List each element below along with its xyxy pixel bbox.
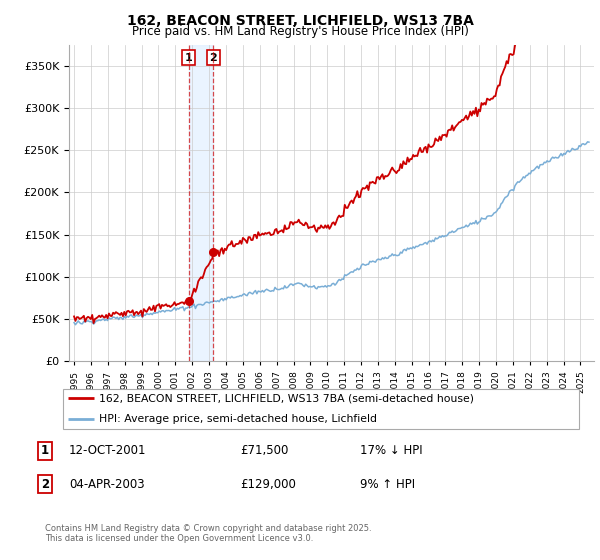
Text: 2: 2 xyxy=(41,478,49,491)
Text: 2: 2 xyxy=(209,53,217,63)
Text: 1: 1 xyxy=(41,444,49,458)
Text: 9% ↑ HPI: 9% ↑ HPI xyxy=(360,478,415,491)
Text: Price paid vs. HM Land Registry's House Price Index (HPI): Price paid vs. HM Land Registry's House … xyxy=(131,25,469,38)
Text: 12-OCT-2001: 12-OCT-2001 xyxy=(69,444,146,458)
Text: 04-APR-2003: 04-APR-2003 xyxy=(69,478,145,491)
Text: 162, BEACON STREET, LICHFIELD, WS13 7BA (semi-detached house): 162, BEACON STREET, LICHFIELD, WS13 7BA … xyxy=(99,394,474,404)
FancyBboxPatch shape xyxy=(62,389,580,429)
Text: £71,500: £71,500 xyxy=(240,444,289,458)
Text: 17% ↓ HPI: 17% ↓ HPI xyxy=(360,444,422,458)
Text: 162, BEACON STREET, LICHFIELD, WS13 7BA: 162, BEACON STREET, LICHFIELD, WS13 7BA xyxy=(127,14,473,28)
Text: 1: 1 xyxy=(185,53,193,63)
Text: Contains HM Land Registry data © Crown copyright and database right 2025.
This d: Contains HM Land Registry data © Crown c… xyxy=(45,524,371,543)
Text: £129,000: £129,000 xyxy=(240,478,296,491)
Text: HPI: Average price, semi-detached house, Lichfield: HPI: Average price, semi-detached house,… xyxy=(99,414,377,424)
Bar xyxy=(188,45,214,361)
